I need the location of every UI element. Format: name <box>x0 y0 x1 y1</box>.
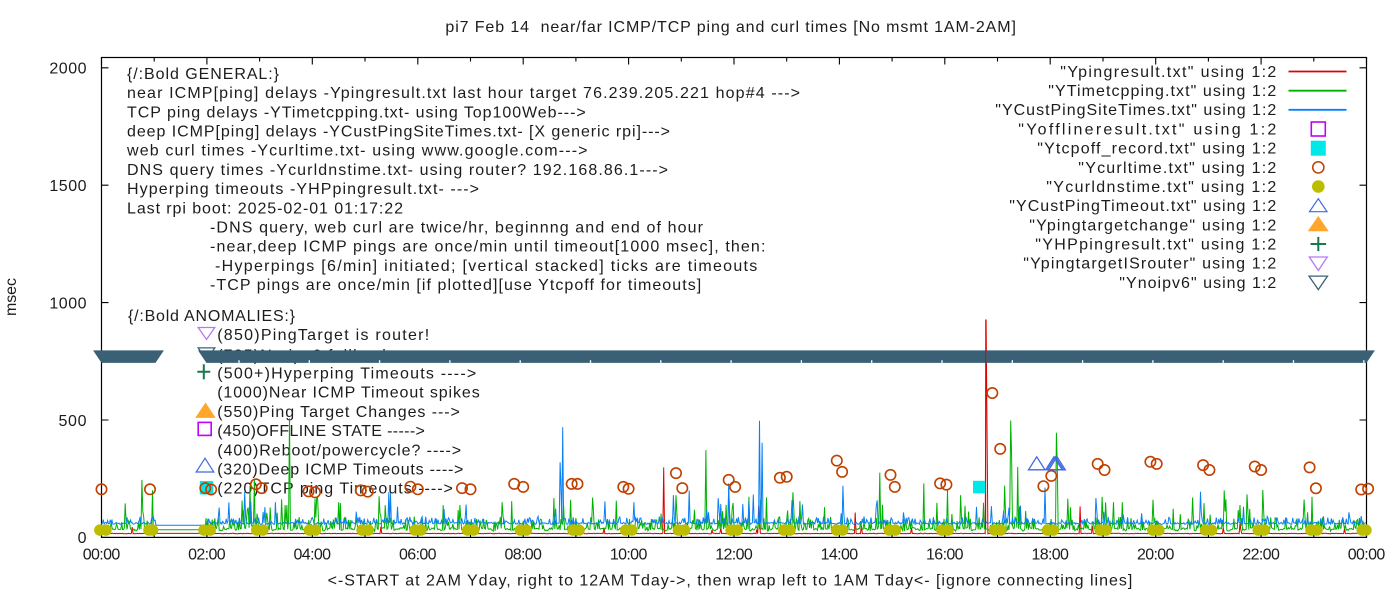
svg-text:10:00: 10:00 <box>610 547 648 564</box>
svg-text:-DNS query, web curl are twice: -DNS query, web curl are twice/hr, begin… <box>210 220 704 237</box>
svg-text:Hyperping timeouts -YHPpingres: Hyperping timeouts -YHPpingresult.txt- -… <box>127 181 479 198</box>
svg-text:16:00: 16:00 <box>926 547 964 564</box>
svg-text:0: 0 <box>78 530 87 547</box>
svg-text:"YCustPingSiteTimes.txt" using: "YCustPingSiteTimes.txt" using 1:2 <box>995 102 1276 119</box>
svg-text:14:00: 14:00 <box>821 547 859 564</box>
svg-text:"YCustPingTimeout.txt" using 1: "YCustPingTimeout.txt" using 1:2 <box>1009 198 1276 215</box>
svg-text:20:00: 20:00 <box>1137 547 1175 564</box>
svg-text:06:00: 06:00 <box>399 547 437 564</box>
svg-text:"Ycurltime.txt" using 1:2: "Ycurltime.txt" using 1:2 <box>1078 160 1276 177</box>
svg-text:(500+)Hyperping Timeouts ---->: (500+)Hyperping Timeouts ----> <box>217 366 476 383</box>
svg-text:(850)PingTarget is router!: (850)PingTarget is router! <box>217 327 429 344</box>
svg-text:"YHPpingresult.txt" using 1:2: "YHPpingresult.txt" using 1:2 <box>1035 236 1276 253</box>
svg-text:(450)OFFLINE STATE ----->: (450)OFFLINE STATE -----> <box>217 423 425 440</box>
svg-text:"Ypingresult.txt" using 1:2: "Ypingresult.txt" using 1:2 <box>1060 64 1276 81</box>
svg-text:"YTimetcpping.txt" using 1:2: "YTimetcpping.txt" using 1:2 <box>1048 83 1276 100</box>
svg-text:1000: 1000 <box>49 295 86 312</box>
svg-text:DNS query times -Ycurldnstime.: DNS query times -Ycurldnstime.txt- using… <box>127 162 668 179</box>
svg-text:TCP ping delays -YTimetcpping.: TCP ping delays -YTimetcpping.txt- using… <box>127 104 586 121</box>
svg-text:deep ICMP[ping] delays -YCustP: deep ICMP[ping] delays -YCustPingSiteTim… <box>127 124 670 141</box>
svg-text:(400)Reboot/powercycle? ---->: (400)Reboot/powercycle? ----> <box>217 442 461 459</box>
svg-text:2000: 2000 <box>49 61 86 78</box>
svg-text:18:00: 18:00 <box>1031 547 1069 564</box>
svg-text:Last rpi boot: 2025-02-01 01:1: Last rpi boot: 2025-02-01 01:17:22 <box>127 200 403 217</box>
svg-text:"Ynoipv6" using 1:2: "Ynoipv6" using 1:2 <box>1119 275 1276 292</box>
svg-text:{/:Bold GENERAL:}: {/:Bold GENERAL:} <box>127 66 280 83</box>
svg-text:-near,deep ICMP pings are once: -near,deep ICMP pings are once/min until… <box>210 239 765 256</box>
svg-text:near ICMP[ping] delays -Ypingr: near ICMP[ping] delays -Ypingresult.txt … <box>127 85 800 102</box>
svg-text:-TCP pings are once/min [if pl: -TCP pings are once/min [if plotted][use… <box>210 277 701 294</box>
svg-text:00:00: 00:00 <box>1348 547 1386 564</box>
svg-text:web curl times -Ycurltime.txt-: web curl times -Ycurltime.txt- using www… <box>126 143 587 160</box>
svg-text:"Ypingtargetchange" using 1:2: "Ypingtargetchange" using 1:2 <box>1029 217 1276 234</box>
svg-text:1500: 1500 <box>49 178 86 195</box>
svg-text:08:00: 08:00 <box>504 547 542 564</box>
svg-text:00:00: 00:00 <box>83 547 121 564</box>
svg-text:pi7 Feb 14 near/far ICMP/TCP: pi7 Feb 14 near/far ICMP/TCP ping and cu… <box>445 19 1016 36</box>
svg-text:(550)Ping Target Changes --->: (550)Ping Target Changes ---> <box>217 404 460 421</box>
svg-text:12:00: 12:00 <box>715 547 753 564</box>
svg-text:02:00: 02:00 <box>188 547 226 564</box>
svg-text:500: 500 <box>59 413 87 430</box>
svg-text:{/:Bold ANOMALIES:}: {/:Bold ANOMALIES:} <box>128 308 296 325</box>
svg-text:(320)Deep ICMP Timeouts ---->: (320)Deep ICMP Timeouts ----> <box>217 462 463 479</box>
svg-text:-Hyperpings [6/min] initiated;: -Hyperpings [6/min] initiated; [vertical… <box>215 258 757 275</box>
svg-text:<-START at 2AM Yday, right to: <-START at 2AM Yday, right to 12AM Tday-… <box>328 572 1133 589</box>
svg-text:"Ytcpoff_record.txt" using 1:2: "Ytcpoff_record.txt" using 1:2 <box>1037 141 1276 158</box>
svg-text:"Ycurldnstime.txt" using 1:2: "Ycurldnstime.txt" using 1:2 <box>1046 179 1276 196</box>
svg-text:(1000)Near ICMP Timeout spikes: (1000)Near ICMP Timeout spikes <box>217 385 480 402</box>
svg-text:(220)TCP ping Timeouts ---->: (220)TCP ping Timeouts ----> <box>217 481 453 498</box>
svg-text:22:00: 22:00 <box>1242 547 1280 564</box>
svg-text:"YpingtargetISrouter" using 1:: "YpingtargetISrouter" using 1:2 <box>1023 256 1276 273</box>
svg-text:04:00: 04:00 <box>294 547 332 564</box>
svg-text:msec: msec <box>3 278 20 316</box>
